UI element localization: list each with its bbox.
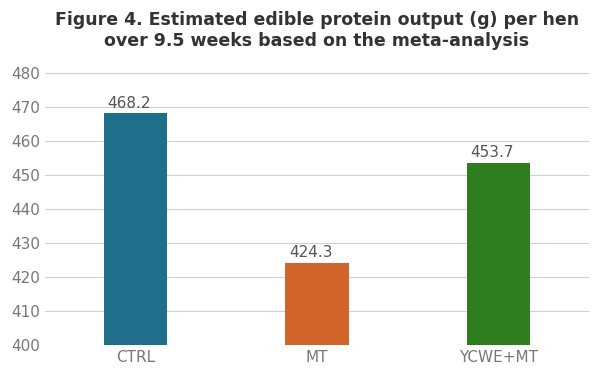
Title: Figure 4. Estimated edible protein output (g) per hen
over 9.5 weeks based on th: Figure 4. Estimated edible protein outpu… — [55, 11, 579, 50]
Text: 424.3: 424.3 — [289, 245, 332, 260]
Bar — [467, 163, 530, 376]
Bar — [104, 114, 167, 376]
Text: 468.2: 468.2 — [107, 96, 151, 111]
Text: 453.7: 453.7 — [470, 145, 514, 160]
Bar — [285, 262, 349, 376]
